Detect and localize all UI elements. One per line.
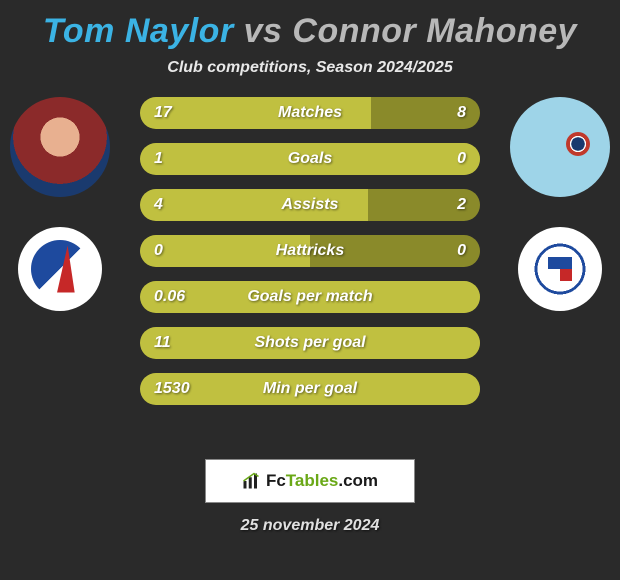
chart-icon [242, 472, 260, 490]
stat-label: Assists [230, 196, 390, 214]
stat-row-assists: 4Assists2 [140, 189, 480, 221]
stat-left-value: 4 [140, 196, 230, 214]
fctables-logo: FcTables.com [205, 459, 415, 503]
stat-bars: 17Matches81Goals04Assists20Hattricks00.0… [140, 97, 480, 405]
stat-label: Min per goal [230, 380, 390, 398]
stat-label: Goals [230, 150, 390, 168]
player1-club-crest-icon [18, 227, 102, 311]
stat-row-shots-per-goal: 11Shots per goal [140, 327, 480, 359]
stat-row-min-per-goal: 1530Min per goal [140, 373, 480, 405]
stat-left-value: 17 [140, 104, 230, 122]
stat-right-value: 8 [390, 104, 480, 122]
stat-label: Hattricks [230, 242, 390, 260]
stat-left-value: 1 [140, 150, 230, 168]
player2-avatar [510, 97, 610, 197]
left-column [10, 97, 110, 311]
stat-row-matches: 17Matches8 [140, 97, 480, 129]
stat-label: Shots per goal [230, 334, 390, 352]
vs-text: vs [244, 12, 283, 50]
comparison-body: 17Matches81Goals04Assists20Hattricks00.0… [0, 97, 620, 437]
player1-name: Tom Naylor [43, 12, 234, 50]
player2-name: Connor Mahoney [292, 12, 577, 50]
player2-club-crest-icon [518, 227, 602, 311]
stat-left-value: 11 [140, 334, 230, 352]
subtitle: Club competitions, Season 2024/2025 [0, 59, 620, 77]
logo-text: FcTables.com [266, 471, 378, 491]
footer-date: 25 november 2024 [0, 517, 620, 535]
stat-label: Matches [230, 104, 390, 122]
right-column [510, 97, 610, 311]
stat-left-value: 0 [140, 242, 230, 260]
stat-right-value: 2 [390, 196, 480, 214]
stat-row-goals-per-match: 0.06Goals per match [140, 281, 480, 313]
player1-avatar [10, 97, 110, 197]
stat-label: Goals per match [230, 288, 390, 306]
stat-left-value: 0.06 [140, 288, 230, 306]
stat-right-value: 0 [390, 150, 480, 168]
stat-row-hattricks: 0Hattricks0 [140, 235, 480, 267]
stat-row-goals: 1Goals0 [140, 143, 480, 175]
stat-left-value: 1530 [140, 380, 230, 398]
stat-right-value: 0 [390, 242, 480, 260]
comparison-title: Tom Naylor vs Connor Mahoney [0, 0, 620, 51]
